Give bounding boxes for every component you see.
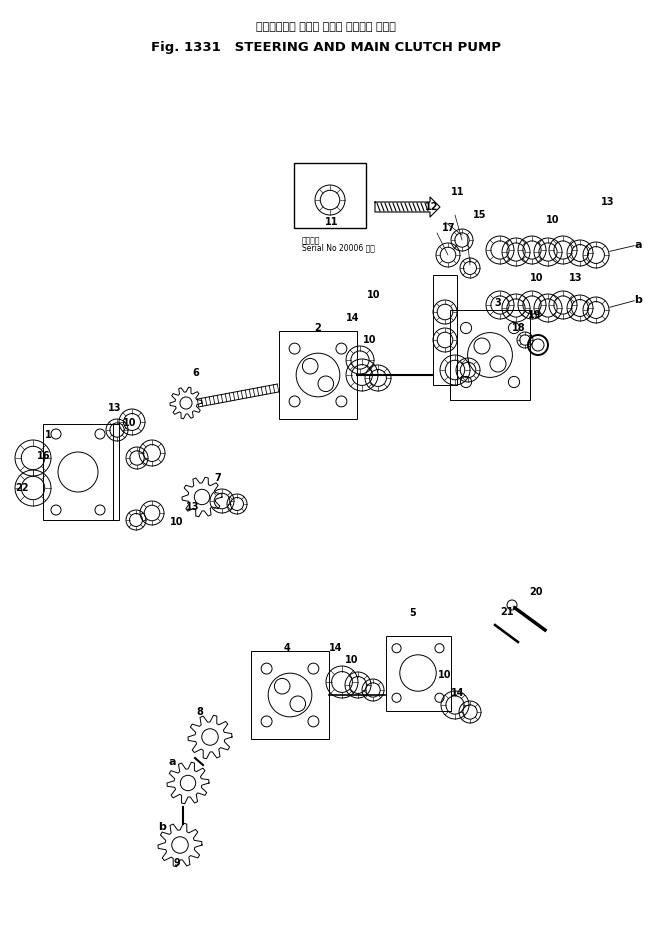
Text: Serial No 20006 ．．: Serial No 20006 ．．	[302, 243, 375, 253]
Bar	[43, 424, 113, 520]
Text: 適用引号: 適用引号	[302, 237, 321, 245]
Bar	[251, 651, 329, 739]
Text: 16: 16	[37, 451, 51, 461]
Text: 20: 20	[529, 587, 542, 597]
Bar	[433, 275, 457, 385]
Bar	[450, 310, 530, 400]
Text: 10: 10	[367, 290, 381, 300]
Text: 13: 13	[601, 197, 615, 207]
Text: 9: 9	[173, 858, 181, 868]
Text: 14: 14	[329, 643, 343, 653]
Text: 11: 11	[325, 217, 339, 227]
Text: 18: 18	[512, 323, 526, 333]
Text: 13: 13	[569, 273, 583, 283]
Text: 17: 17	[442, 223, 456, 233]
Text: b: b	[634, 295, 642, 305]
Text: 14: 14	[451, 688, 465, 698]
Text: b: b	[158, 822, 166, 832]
Text: 11: 11	[451, 187, 465, 197]
Text: 12: 12	[425, 202, 439, 212]
Text: 10: 10	[170, 517, 184, 527]
Text: 14: 14	[346, 313, 360, 323]
Text: 10: 10	[438, 670, 452, 680]
Text: Fig. 1331   STEERING AND MAIN CLUTCH PUMP: Fig. 1331 STEERING AND MAIN CLUTCH PUMP	[151, 42, 501, 54]
Text: 5: 5	[409, 608, 417, 618]
Text: 8: 8	[196, 707, 203, 717]
Text: 1: 1	[44, 430, 52, 440]
Text: a: a	[634, 240, 642, 250]
Text: 22: 22	[15, 483, 29, 493]
Bar	[294, 162, 366, 227]
Text: 13: 13	[108, 403, 122, 413]
Text: a: a	[168, 757, 176, 767]
Text: 21: 21	[500, 607, 514, 617]
Text: 10: 10	[123, 418, 137, 428]
Text: 3: 3	[495, 298, 501, 308]
Text: 10: 10	[530, 273, 544, 283]
Text: 19: 19	[528, 310, 542, 320]
Text: 7: 7	[215, 473, 222, 483]
Text: 6: 6	[192, 368, 200, 378]
Text: 2: 2	[315, 323, 321, 333]
Text: 15: 15	[473, 210, 487, 220]
Text: 10: 10	[363, 335, 377, 345]
Text: 10: 10	[346, 655, 359, 665]
Bar	[279, 331, 357, 419]
Bar	[113, 424, 119, 520]
Text: 10: 10	[546, 215, 560, 225]
Text: ステアリング および メイン クラッチ ポンプ: ステアリング および メイン クラッチ ポンプ	[256, 22, 396, 32]
Bar	[385, 636, 451, 711]
Text: 13: 13	[186, 502, 200, 512]
Text: 4: 4	[284, 643, 290, 653]
